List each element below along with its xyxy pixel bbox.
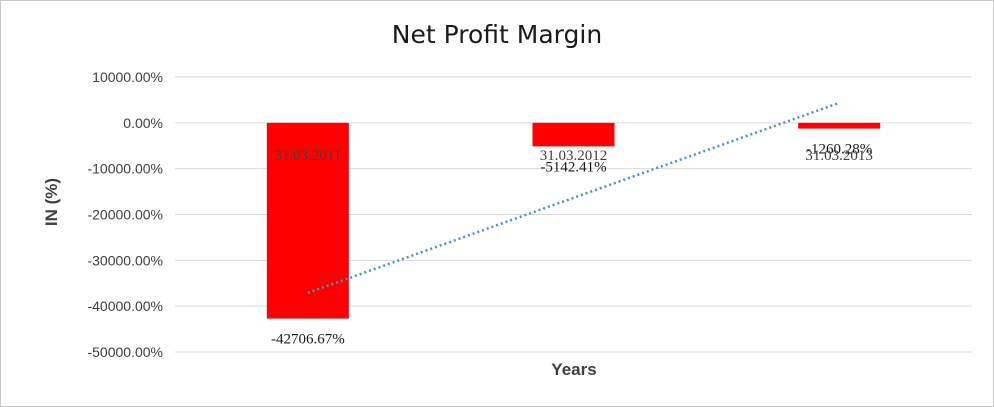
x-axis-label: Years (551, 360, 597, 379)
y-tick-label: 10000.00% (92, 69, 163, 85)
data-label: -5142.41% (540, 159, 606, 175)
data-label: -1260.28% (806, 142, 872, 158)
trendline (307, 101, 840, 295)
x-tick-label: 31.03.2012 (540, 148, 608, 164)
bar (266, 122, 349, 319)
chart-title: Net Profit Margin (391, 20, 603, 49)
x-tick-label: 31.03.2013 (805, 148, 873, 164)
y-tick-label: -50000.00% (87, 344, 163, 360)
y-tick-label: -20000.00% (87, 207, 163, 223)
x-tick-label: 31.03.2011 (274, 148, 341, 164)
y-axis-label: IN (%) (42, 177, 61, 227)
y-tick-label: -40000.00% (87, 298, 163, 314)
y-tick-label: -10000.00% (87, 161, 163, 177)
data-label: -42706.67% (271, 332, 345, 348)
bar (532, 122, 615, 147)
bar (798, 122, 881, 129)
y-tick-label: 0.00% (123, 115, 163, 131)
y-tick-label: -30000.00% (87, 252, 163, 268)
